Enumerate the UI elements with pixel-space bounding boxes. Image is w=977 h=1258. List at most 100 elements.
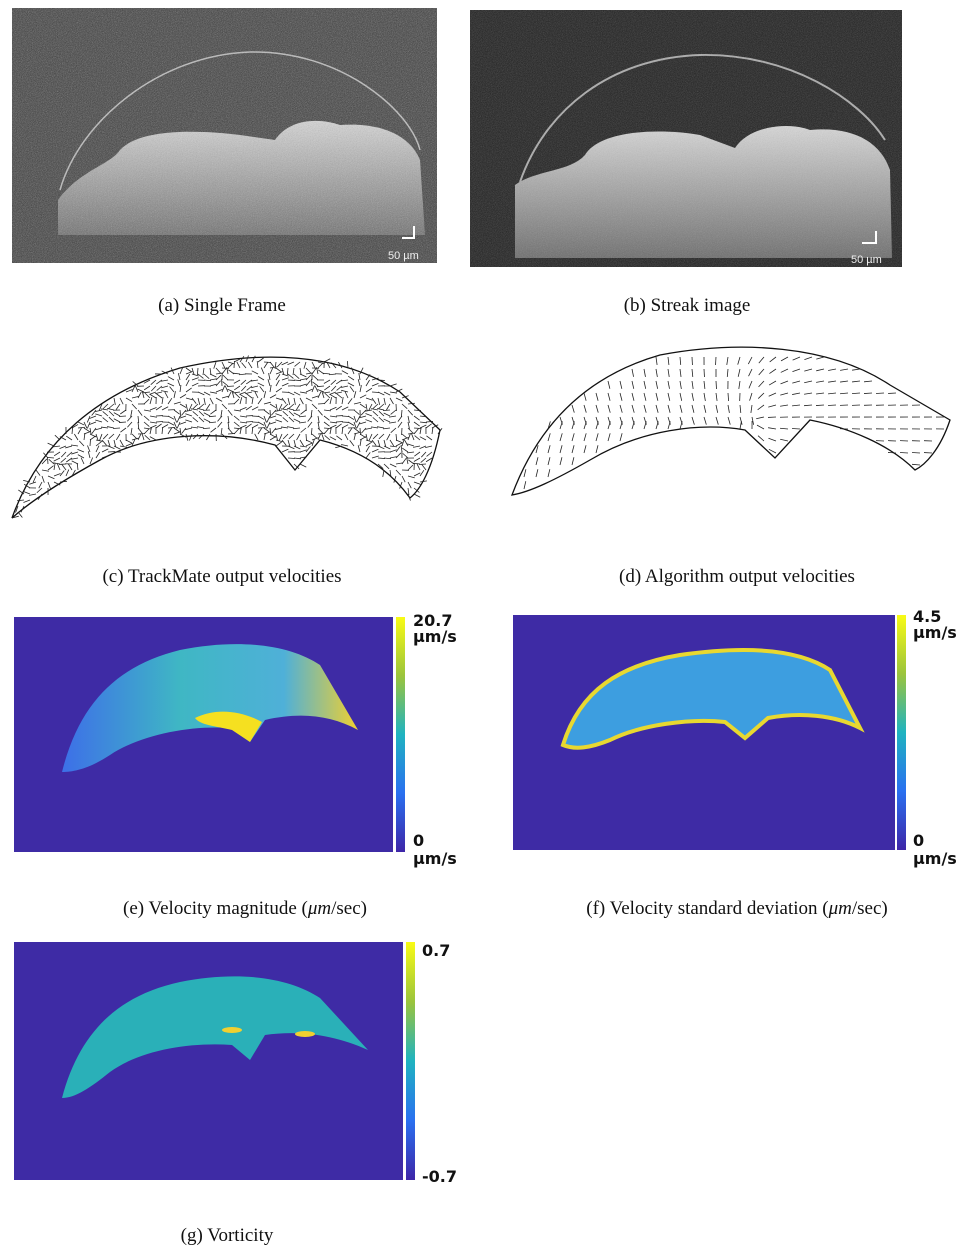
velocity-vector — [66, 436, 72, 440]
velocity-vector — [324, 399, 329, 404]
velocity-vector — [180, 410, 181, 417]
velocity-vector — [95, 414, 102, 416]
velocity-vector — [120, 446, 127, 447]
velocity-vector — [596, 393, 598, 401]
velocity-vector — [186, 371, 193, 374]
velocity-vector — [48, 476, 54, 479]
velocity-vector — [318, 410, 323, 415]
velocity-vector — [228, 416, 229, 423]
velocity-vector — [168, 422, 174, 425]
panel-e: 20.7 µm/s 0 µm/s (e) Velocity magnitude … — [14, 611, 457, 919]
velocity-vector — [108, 446, 114, 449]
velocity-vector — [335, 392, 342, 394]
velocity-vector — [168, 416, 174, 419]
velocity-vector — [145, 393, 150, 398]
velocity-vector — [383, 428, 390, 429]
velocity-vector — [716, 381, 717, 389]
velocity-vector — [384, 446, 390, 449]
velocity-vector — [668, 393, 670, 401]
velocity-vector — [358, 445, 360, 452]
velocity-vector — [337, 394, 342, 398]
velocity-vector — [391, 428, 396, 433]
velocity-vector — [258, 416, 264, 419]
velocity-vector — [181, 410, 186, 415]
velocity-vector — [300, 446, 307, 447]
velocity-vector — [114, 398, 115, 405]
velocity-vector — [396, 440, 402, 443]
velocity-vector — [304, 362, 306, 369]
velocity-vector — [49, 459, 54, 464]
velocity-vector — [350, 386, 354, 392]
figure: 50 µm (a) Single Frame 50 µm (b) Streak … — [0, 0, 977, 1258]
velocity-vector — [780, 393, 788, 395]
velocity-vector — [144, 416, 149, 421]
caption: (c) TrackMate output velocities — [102, 566, 341, 587]
velocity-vector — [300, 450, 307, 452]
velocity-vector — [816, 405, 824, 406]
velocity-vector — [804, 381, 812, 383]
velocity-vector — [258, 383, 264, 386]
velocity-vector — [92, 410, 96, 415]
velocity-vector — [341, 386, 348, 388]
velocity-vector — [632, 369, 634, 377]
velocity-vector — [323, 392, 330, 393]
velocity-vector — [365, 420, 372, 422]
velocity-vector — [759, 381, 764, 387]
velocity-vector — [68, 464, 72, 470]
velocity-vector — [324, 416, 330, 420]
velocity-vector — [246, 380, 252, 384]
velocity-vector — [300, 398, 303, 404]
caption: (e) Velocity magnitude (μm/sec) — [123, 898, 367, 919]
velocity-vector — [177, 416, 180, 422]
velocity-vector — [804, 369, 812, 371]
velocity-vector — [384, 458, 391, 459]
velocity-vector — [312, 362, 315, 368]
velocity-vector — [297, 434, 300, 440]
velocity-vector — [191, 409, 198, 410]
colorbar-min: -0.7 — [422, 1167, 457, 1186]
velocity-vector — [336, 436, 342, 440]
velocity-vector — [548, 433, 550, 441]
velocity-vector — [668, 381, 670, 389]
velocity-vector — [324, 359, 330, 362]
velocity-vector — [348, 422, 354, 426]
velocity-vector — [42, 470, 49, 471]
velocity-vector — [325, 435, 330, 440]
velocity-vector — [87, 416, 90, 422]
velocity-vector — [29, 482, 36, 484]
velocity-vector — [293, 428, 300, 429]
velocity-vector — [189, 434, 192, 441]
velocity-vector — [548, 469, 550, 477]
velocity-vector — [279, 434, 282, 440]
velocity-vector — [781, 381, 788, 384]
velocity-vector — [341, 390, 348, 392]
velocity-vector — [234, 428, 241, 429]
velocity-vector — [372, 456, 379, 458]
velocity-vector — [90, 439, 91, 446]
velocity-vector — [54, 474, 61, 476]
velocity-vector — [138, 434, 141, 440]
velocity-vector — [288, 398, 290, 405]
velocity-vector — [216, 398, 222, 401]
velocity-vector — [680, 357, 681, 365]
velocity-vector — [131, 428, 132, 435]
velocity-vector — [769, 393, 776, 396]
velocity-vector — [239, 374, 246, 375]
velocity-vector — [228, 363, 233, 368]
velocity-vector — [572, 421, 574, 429]
velocity-vector — [103, 434, 108, 439]
velocity-vector — [150, 437, 156, 440]
velocity-vector — [66, 470, 69, 476]
velocity-vector — [876, 393, 884, 394]
velocity-vector — [354, 432, 361, 434]
velocity-vector — [378, 398, 380, 405]
velocity-vector — [258, 358, 264, 362]
velocity-vector — [768, 428, 776, 429]
velocity-vector — [228, 428, 233, 433]
velocity-vector — [204, 413, 210, 416]
velocity-vector — [101, 409, 108, 410]
velocity-vector — [680, 405, 682, 413]
velocity-vector — [692, 381, 693, 389]
velocity-vector — [308, 416, 312, 422]
velocity-vector — [23, 500, 30, 502]
